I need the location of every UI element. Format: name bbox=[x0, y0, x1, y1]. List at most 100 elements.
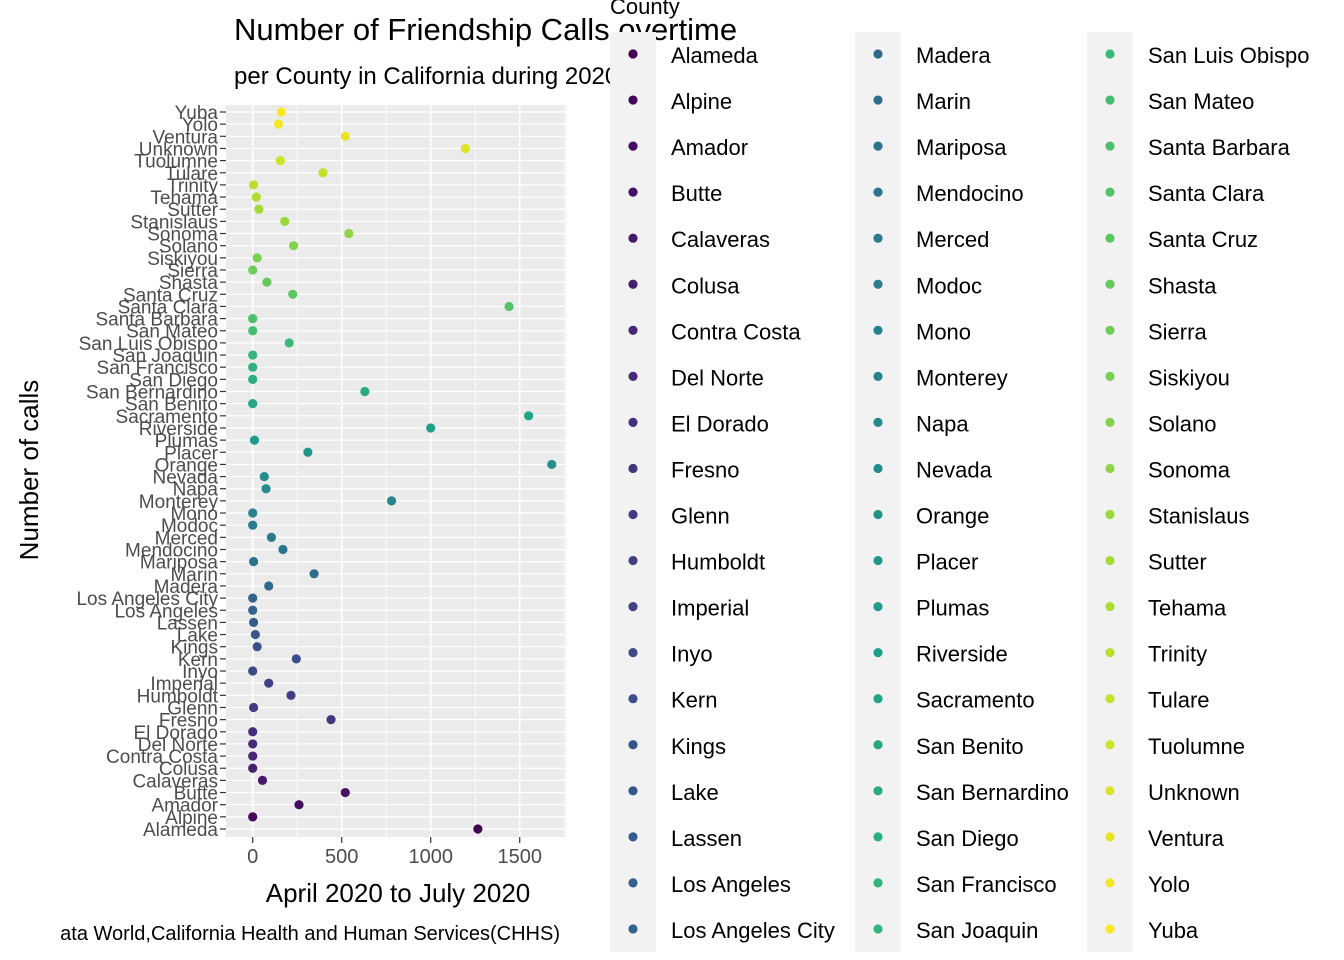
y-tick-label: Modoc bbox=[161, 516, 218, 537]
y-tick-label: Tehama bbox=[150, 188, 218, 209]
legend-key bbox=[1105, 95, 1115, 105]
data-point bbox=[275, 156, 285, 166]
legend: County Alameda Alpine Amador Butte Calaveras… bbox=[610, 0, 1309, 952]
legend-label: Orange bbox=[916, 504, 989, 529]
y-tick-label: Santa Cruz bbox=[123, 285, 218, 306]
x-tick-label: 500 bbox=[325, 846, 358, 868]
y-tick-label: Alpine bbox=[165, 808, 218, 829]
data-point bbox=[248, 350, 258, 360]
data-point bbox=[340, 787, 350, 798]
legend-label: Calaveras bbox=[671, 227, 770, 252]
legend-key-column-3 bbox=[1087, 32, 1133, 952]
legend-key bbox=[628, 141, 638, 151]
legend-label: Kern bbox=[671, 688, 717, 713]
legend-key bbox=[628, 233, 638, 243]
legend-key bbox=[628, 602, 638, 612]
y-tick-label: Siskiyou bbox=[147, 249, 218, 270]
legend-key bbox=[628, 95, 638, 105]
y-tick-label: Imperial bbox=[150, 674, 218, 695]
legend-label: San Joaquin bbox=[916, 918, 1038, 943]
y-tick-label: Humboldt bbox=[137, 686, 219, 707]
legend-label: Del Norte bbox=[671, 365, 764, 390]
x-tick-labels: 0 500 1000 1500 bbox=[247, 837, 542, 868]
legend-label: Kings bbox=[671, 734, 726, 759]
data-point bbox=[248, 362, 258, 372]
y-tick-label: Sonoma bbox=[147, 225, 218, 246]
legend-key bbox=[1105, 417, 1115, 427]
chart-subtitle: per County in California during 2020 bbox=[234, 63, 618, 90]
y-tick-label: Santa Barbara bbox=[95, 310, 218, 331]
y-tick-label: Yolo bbox=[182, 115, 218, 136]
y-tick-label: Santa Clara bbox=[118, 297, 219, 318]
data-point bbox=[248, 520, 258, 530]
legend-key bbox=[1105, 141, 1115, 151]
legend-key bbox=[628, 417, 638, 427]
data-point bbox=[460, 143, 471, 154]
legend-key bbox=[628, 694, 638, 704]
legend-label: Tuolumne bbox=[1148, 734, 1245, 759]
legend-key bbox=[873, 49, 883, 59]
legend-key bbox=[1105, 279, 1115, 289]
data-point bbox=[248, 763, 258, 773]
legend-label: Solano bbox=[1148, 411, 1217, 436]
data-point bbox=[248, 399, 258, 409]
data-point bbox=[326, 715, 336, 725]
y-tick-label: Placer bbox=[164, 443, 219, 464]
y-tick-label: Plumas bbox=[155, 431, 218, 452]
data-point bbox=[318, 168, 328, 178]
data-point bbox=[288, 289, 298, 299]
legend-label: Placer bbox=[916, 550, 978, 575]
legend-label: Los Angeles bbox=[671, 872, 791, 897]
data-point bbox=[286, 690, 296, 700]
data-point bbox=[248, 751, 258, 761]
data-point bbox=[273, 119, 284, 129]
legend-label: Mono bbox=[916, 319, 971, 344]
data-point bbox=[248, 593, 258, 603]
legend-key bbox=[1105, 694, 1115, 704]
data-point bbox=[248, 666, 258, 676]
legend-key bbox=[1105, 555, 1115, 566]
data-point bbox=[264, 581, 274, 591]
legend-label: Plumas bbox=[916, 596, 989, 621]
legend-key bbox=[873, 279, 883, 289]
legend-key bbox=[873, 371, 883, 381]
y-tick-label: San Joaquin bbox=[112, 346, 218, 367]
legend-label: Siskiyou bbox=[1148, 365, 1230, 390]
legend-key bbox=[628, 924, 638, 934]
legend-label: Colusa bbox=[671, 273, 740, 298]
legend-key bbox=[628, 463, 638, 474]
data-point bbox=[252, 253, 262, 263]
grid-lines bbox=[226, 105, 566, 837]
legend-items: Alameda Alpine Amador Butte Calaveras Colusa C… bbox=[628, 43, 1309, 943]
y-tick-label: Calaveras bbox=[132, 771, 218, 792]
y-tick-label: San Diego bbox=[129, 370, 218, 391]
y-tick-label: Amador bbox=[151, 796, 218, 817]
y-tick-label: Shasta bbox=[159, 273, 219, 294]
y-axis-title: Number of calls bbox=[14, 380, 44, 561]
y-tick-label: Lassen bbox=[157, 613, 218, 634]
y-tick-label: Madera bbox=[154, 577, 219, 598]
legend-key bbox=[628, 555, 638, 566]
y-tick-label: Stanislaus bbox=[130, 212, 218, 233]
y-tick-label: Sutter bbox=[167, 200, 218, 221]
legend-key bbox=[873, 325, 883, 335]
data-point bbox=[248, 508, 258, 518]
legend-key bbox=[1105, 371, 1115, 381]
legend-key bbox=[628, 740, 638, 750]
legend-label: Santa Cruz bbox=[1148, 227, 1258, 252]
data-point bbox=[386, 496, 397, 506]
legend-label: Nevada bbox=[916, 457, 993, 482]
data-point bbox=[259, 471, 269, 482]
y-tick-label: Mendocino bbox=[125, 540, 218, 561]
legend-key bbox=[1105, 187, 1115, 197]
legend-key bbox=[628, 832, 638, 842]
y-tick-label: Tuolumne bbox=[134, 152, 218, 173]
data-point bbox=[360, 386, 370, 397]
legend-key bbox=[1105, 233, 1115, 243]
data-point bbox=[248, 702, 259, 713]
legend-key bbox=[628, 279, 638, 289]
legend-label: Unknown bbox=[1148, 780, 1240, 805]
data-point bbox=[248, 374, 258, 384]
y-tick-label: Colusa bbox=[159, 759, 219, 780]
y-tick-label: Ventura bbox=[153, 127, 219, 148]
